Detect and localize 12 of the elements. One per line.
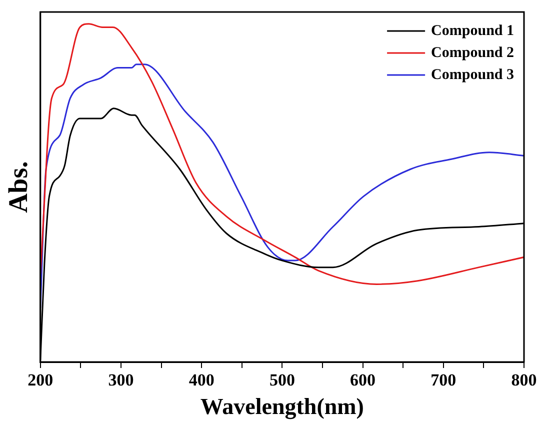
x-tick-label: 600 [350,370,376,390]
legend-label: Compound 3 [431,66,514,83]
x-tick-label: 300 [108,370,134,390]
legend-label: Compound 2 [431,44,514,61]
legend-label: Compound 1 [431,22,514,39]
x-tick-label: 200 [28,370,54,390]
y-axis-title: Abs. [3,161,34,213]
x-tick-label: 400 [188,370,214,390]
x-tick-label: 700 [430,370,456,390]
x-tick-label: 800 [511,370,537,390]
x-axis-title: Wavelength(nm) [200,394,364,420]
x-tick-label: 500 [269,370,295,390]
